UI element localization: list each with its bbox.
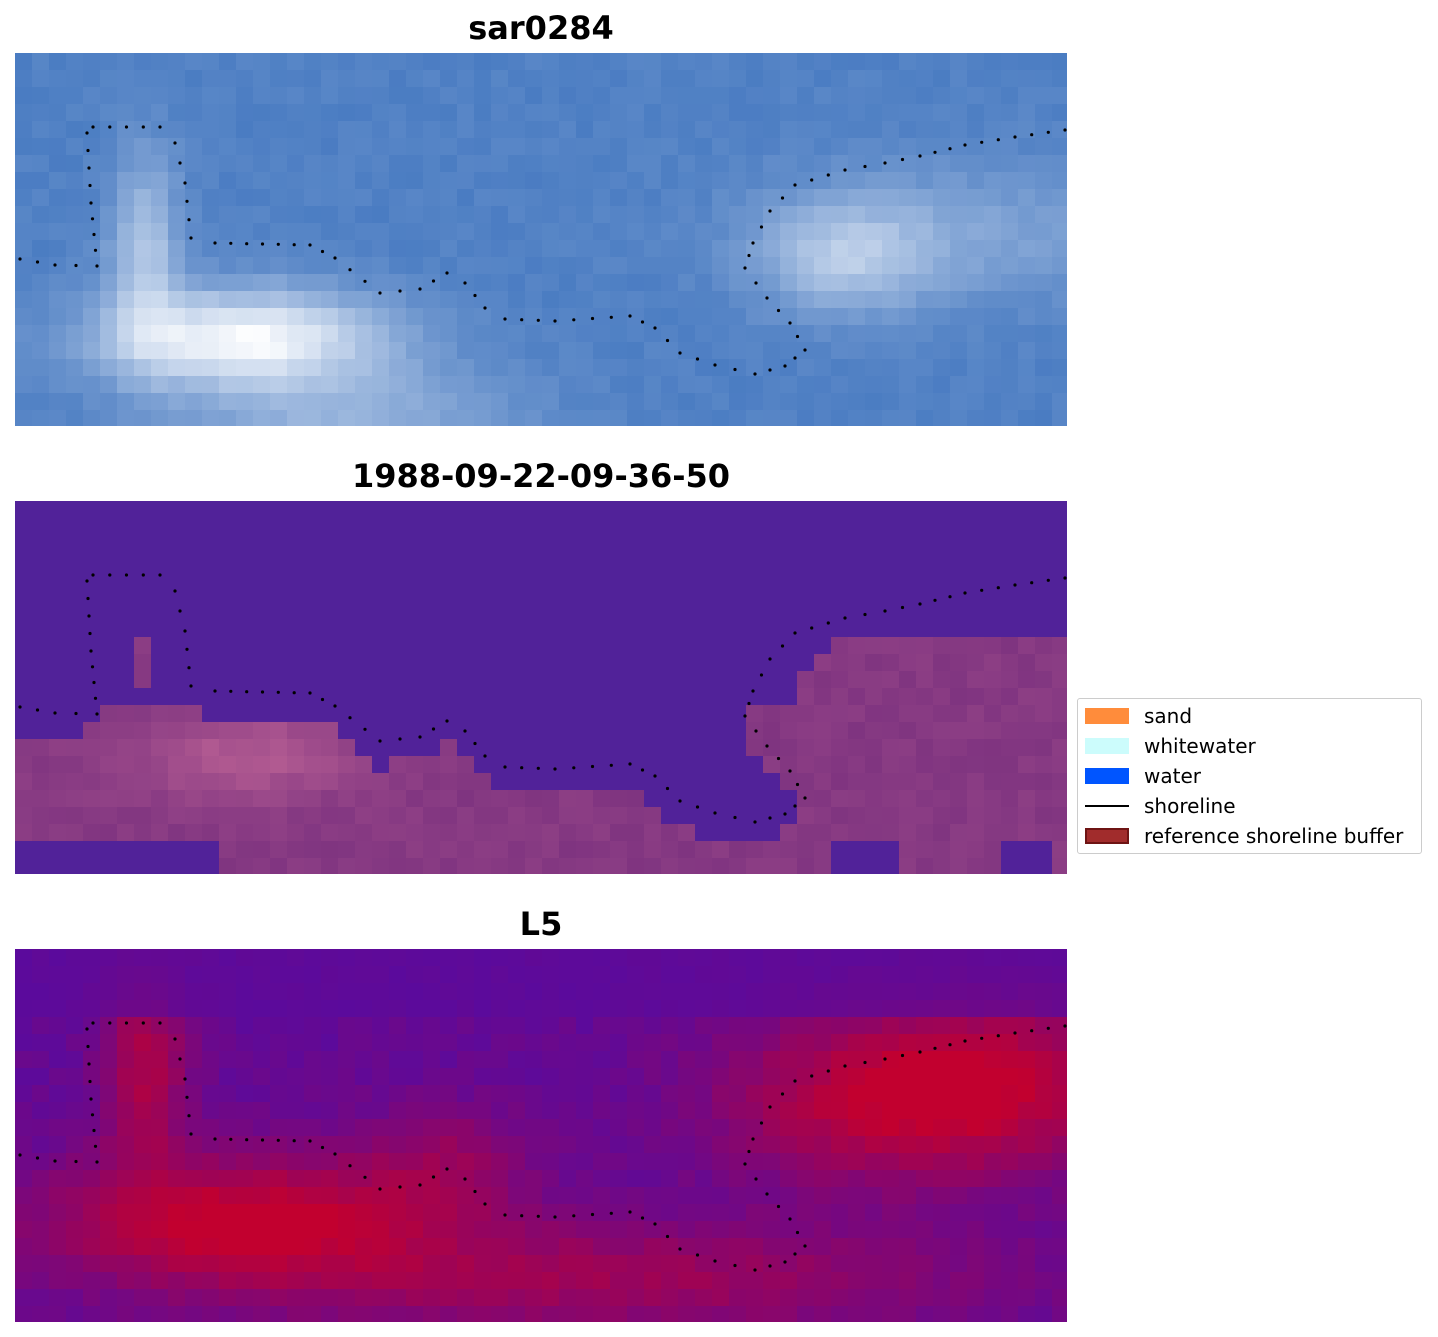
legend-label-shoreline: shoreline xyxy=(1144,794,1236,818)
panel-title-classification: 1988-09-22-09-36-50 xyxy=(351,457,731,495)
panel-title-l5: L5 xyxy=(519,905,563,943)
sar-shoreline xyxy=(18,125,1067,376)
panel-title-sar: sar0284 xyxy=(468,9,614,47)
legend-item-water: water xyxy=(1085,764,1201,788)
classification-pixels xyxy=(15,501,1067,874)
classification-image-panel xyxy=(15,501,1067,874)
legend-label-sand: sand xyxy=(1144,704,1193,728)
l5-image xyxy=(15,949,1067,1322)
classification-shoreline xyxy=(18,573,1067,824)
legend-label-water: water xyxy=(1144,764,1201,788)
legend-item-shoreline: shoreline xyxy=(1085,794,1236,818)
legend-item-sand: sand xyxy=(1085,704,1192,728)
classification-image xyxy=(15,501,1067,874)
legend-item-whitewater: whitewater xyxy=(1085,734,1256,758)
shoreline-line-swatch xyxy=(1085,805,1129,807)
l5-pixels xyxy=(15,949,1067,1322)
sar-pixels xyxy=(15,53,1067,426)
reference-buffer-swatch xyxy=(1085,828,1129,844)
legend-item-reference-buffer: reference shoreline buffer xyxy=(1085,824,1403,848)
water-swatch xyxy=(1085,768,1129,784)
legend-label-whitewater: whitewater xyxy=(1144,734,1256,758)
sand-swatch xyxy=(1085,708,1129,724)
legend: sand whitewater water shoreline referenc… xyxy=(1077,698,1422,854)
sar-image-panel xyxy=(15,53,1067,426)
whitewater-swatch xyxy=(1085,738,1129,754)
l5-shoreline xyxy=(18,1021,1067,1272)
l5-image-panel xyxy=(15,949,1067,1322)
legend-label-reference-buffer: reference shoreline buffer xyxy=(1144,824,1404,848)
sar-image xyxy=(15,53,1067,426)
